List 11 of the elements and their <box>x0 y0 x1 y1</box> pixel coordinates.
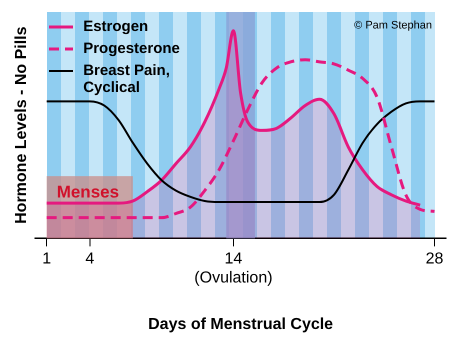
x-tick-label: 1 <box>42 250 52 268</box>
legend-label: Progesterone <box>83 40 181 57</box>
legend-label: Estrogen <box>83 18 150 35</box>
x-tick-label: 4 <box>85 250 94 268</box>
annotation: © Pam Stephan <box>354 20 432 32</box>
legend-label: Breast Pain, Cyclical <box>83 62 171 96</box>
x-tick-label: 14 (Ovulation) <box>194 250 273 287</box>
x-axis-title: Days of Menstrual Cycle <box>148 316 334 333</box>
band-label: Menses <box>56 182 120 202</box>
x-tick-label: 28 <box>426 250 444 268</box>
y-axis-title: Hormone Levels - No Pills <box>13 26 30 224</box>
